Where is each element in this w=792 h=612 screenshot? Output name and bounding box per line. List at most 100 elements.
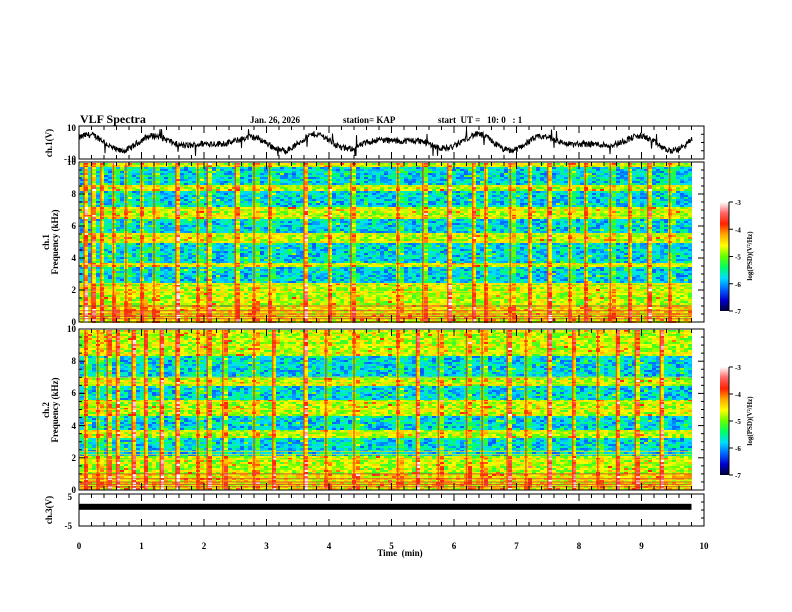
spectrogram-cell [220, 255, 224, 257]
spectrogram-cell [244, 189, 248, 191]
spectrogram-cell [312, 301, 316, 303]
spectrogram-cell [312, 243, 316, 245]
spectrogram-cell [144, 307, 148, 309]
spectrogram-cell [184, 267, 188, 269]
spectrogram-cell [288, 189, 292, 191]
spectrogram-cell [256, 279, 260, 281]
spectrogram-cell [176, 221, 180, 223]
spectrogram-cell [108, 229, 112, 231]
spectrogram-cell [208, 247, 212, 249]
spectrogram-cell [320, 199, 324, 201]
spectrogram-cell [260, 231, 264, 233]
spectrogram-cell [188, 259, 192, 261]
spectrogram-cell [216, 175, 220, 177]
spectrogram-cell [192, 191, 196, 193]
spectrogram-cell [240, 253, 244, 255]
spectrogram-cell [308, 173, 312, 175]
spectrogram-cell [148, 289, 152, 291]
spectrogram-cell [136, 195, 140, 197]
spectrogram-cell [156, 247, 160, 249]
spectrogram-cell [208, 213, 212, 215]
spectrogram-cell [256, 293, 260, 295]
spectrogram-cell [240, 171, 244, 173]
spectrogram-cell [180, 249, 184, 251]
spectrogram-cell [144, 231, 148, 233]
spectrogram-cell [248, 273, 252, 275]
spectrogram-cell [248, 281, 252, 283]
spectrogram-cell [296, 173, 300, 175]
spectrogram-cell [228, 303, 232, 305]
spectrogram-cell [244, 167, 248, 169]
spectrogram-cell [108, 301, 112, 303]
spectrogram-cell [184, 207, 188, 209]
spectrogram-cell [104, 195, 108, 197]
spectrogram-cell [192, 227, 196, 229]
spectrogram-cell [212, 213, 216, 215]
spectrogram-cell [200, 231, 204, 233]
spectrogram-cell [248, 189, 252, 191]
spectrogram-cell [216, 281, 220, 283]
spectrogram-cell [212, 275, 216, 277]
spectrogram-cell [116, 261, 120, 263]
spectrogram-cell [160, 249, 164, 251]
spectrogram-cell [120, 219, 124, 221]
spectrogram-cell [104, 237, 108, 239]
spectrogram-cell [92, 271, 96, 273]
spectrogram-cell [104, 179, 108, 181]
spectrogram-cell [260, 275, 264, 277]
spectrogram-cell [200, 191, 204, 193]
spectrogram-cell [216, 229, 220, 231]
spectrogram-cell [116, 237, 120, 239]
spectrogram-cell [136, 275, 140, 277]
spectrogram-cell [212, 235, 216, 237]
spectrogram-cell [264, 181, 268, 183]
spectrogram-cell [200, 257, 204, 259]
spectrogram-cell [208, 195, 212, 197]
spectrogram-cell [120, 295, 124, 297]
spectrogram-cell [200, 239, 204, 241]
spectrogram-cell [116, 197, 120, 199]
spectrogram-cell [184, 277, 188, 279]
spectrogram-cell [120, 195, 124, 197]
spectrogram-cell [96, 177, 100, 179]
spectrogram-cell [104, 193, 108, 195]
spectrogram-cell [312, 247, 316, 249]
spectrogram-cell [192, 173, 196, 175]
spectrogram-cell [132, 275, 136, 277]
spectrogram-cell [236, 271, 240, 273]
spectrogram-cell [92, 275, 96, 277]
spectrogram-cell [200, 199, 204, 201]
spectrogram-cell [288, 245, 292, 247]
spectrogram-cell [280, 229, 284, 231]
spectrogram-cell [308, 307, 312, 309]
spectrogram-cell [180, 173, 184, 175]
spectrogram-cell [188, 251, 192, 253]
spectrogram-cell [200, 259, 204, 261]
spectrogram-cell [212, 205, 216, 207]
spectrogram-cell [104, 213, 108, 215]
spectrogram-cell [160, 243, 164, 245]
spectrogram-cell [96, 227, 100, 229]
spectrogram-cell [256, 253, 260, 255]
spectrogram-cell [92, 197, 96, 199]
spectrogram-cell [116, 169, 120, 171]
spectrogram-cell [244, 265, 248, 267]
spectrogram-cell [200, 307, 204, 309]
spectrogram-cell [228, 237, 232, 239]
spectrogram-cell [240, 183, 244, 185]
spectrogram-cell [184, 221, 188, 223]
spectrogram-cell [248, 247, 252, 249]
spectrogram-cell [164, 229, 168, 231]
spectrogram-cell [200, 237, 204, 239]
spectrogram-cell [96, 173, 100, 175]
spectrogram-cell [256, 193, 260, 195]
spectrogram-cell [244, 299, 248, 301]
spectrogram-cell [316, 297, 320, 299]
spectrogram-cell [96, 221, 100, 223]
spectrogram-cell [188, 243, 192, 245]
spectrogram-cell [292, 193, 296, 195]
spectrogram-cell [216, 225, 220, 227]
spectrogram-cell [292, 273, 296, 275]
spectrogram-cell [308, 199, 312, 201]
spectrogram-cell [256, 297, 260, 299]
